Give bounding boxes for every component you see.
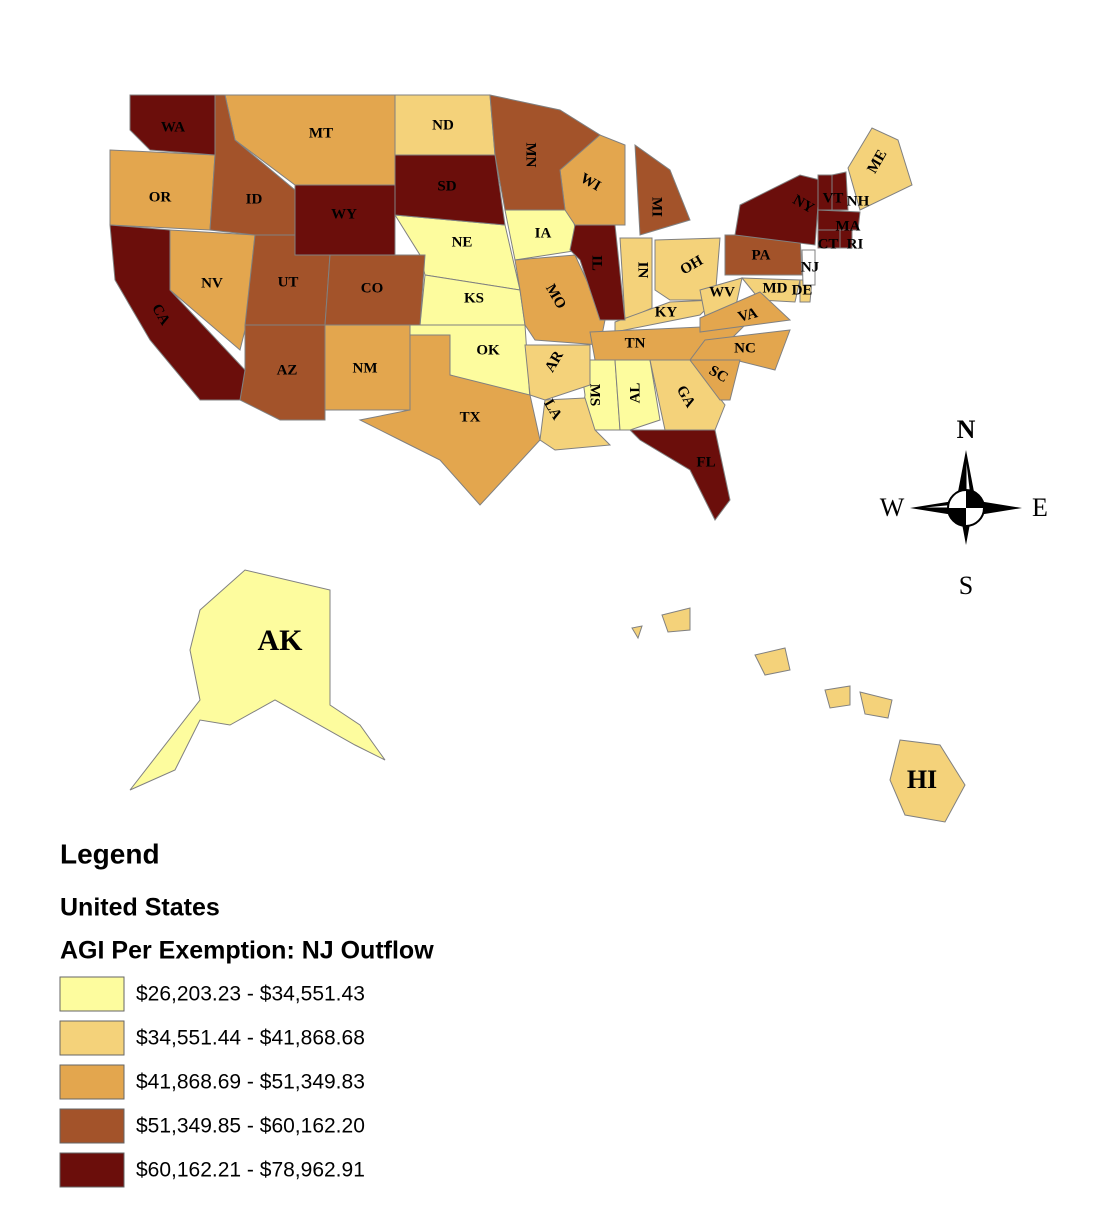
state-label: WV: [709, 284, 735, 300]
state-label: KS: [464, 290, 484, 306]
state-shape: [839, 229, 853, 249]
compass-n: N: [957, 415, 976, 444]
legend-swatch: [59, 976, 125, 1012]
state-label: MT: [309, 125, 333, 141]
state-label: CO: [361, 280, 384, 296]
legend-label: $60,162.21 - $78,962.91: [136, 1159, 365, 1182]
state-shape: [358, 334, 541, 506]
state-shape: [129, 94, 216, 156]
state-label: TX: [460, 409, 481, 425]
state-shape: [661, 607, 691, 633]
state-label: AK: [258, 624, 304, 657]
state-shape: [634, 143, 691, 236]
state-label: VA: [736, 305, 759, 326]
state-label: WA: [161, 119, 185, 135]
state-label: DE: [792, 282, 813, 298]
state-shape: [109, 224, 246, 401]
state-shape: [754, 647, 791, 676]
state-label: ND: [432, 117, 454, 133]
state-shape: [889, 739, 966, 823]
state-shape: [654, 237, 721, 301]
state-shape: [859, 691, 893, 719]
legend-label: $26,203.23 - $34,551.43: [136, 983, 365, 1006]
legend-swatch: [59, 1108, 125, 1144]
state-label: OK: [476, 342, 500, 358]
legend-label: $41,868.69 - $51,349.83: [136, 1071, 365, 1094]
state-label: ID: [246, 191, 263, 207]
state-label: CT: [818, 236, 839, 252]
state-label: HI: [907, 765, 937, 794]
legend-field: AGI Per Exemption: NJ Outflow: [60, 937, 434, 965]
state-shape: [628, 429, 731, 521]
state-label: SD: [437, 178, 456, 194]
state-shape: [831, 171, 849, 211]
state-shape: [801, 249, 816, 286]
state-shape: [129, 569, 386, 791]
compass-center: [948, 490, 984, 526]
state-label: NE: [452, 234, 473, 250]
legend-layer: United States: [60, 894, 220, 922]
state-label: NV: [201, 275, 223, 291]
state-shape: [524, 344, 591, 401]
state-label: MD: [763, 280, 788, 296]
state-shape: [817, 209, 861, 231]
compass-w: W: [880, 493, 905, 522]
state-label: TN: [625, 335, 646, 351]
state-shape: [699, 291, 792, 333]
state-label: FL: [696, 454, 715, 470]
state-label: KY: [655, 304, 678, 320]
state-label: NJ: [801, 259, 820, 275]
state-label: IL: [589, 255, 605, 271]
state-label: VT: [823, 190, 844, 206]
legend-label: $51,349.85 - $60,162.20: [136, 1115, 365, 1138]
state-label: PA: [752, 247, 771, 263]
state-label: MA: [836, 218, 861, 234]
state-shape: [847, 127, 913, 211]
state-label: WY: [331, 206, 357, 222]
state-shape: [631, 625, 643, 640]
legend-swatch: [59, 1064, 125, 1100]
state-label: RI: [847, 236, 864, 252]
state-label: IA: [535, 225, 552, 241]
state-shape: [824, 685, 851, 709]
state-shape: [689, 359, 741, 401]
compass-s: S: [959, 571, 973, 600]
state-label: AL: [627, 383, 643, 404]
state-shape: [514, 254, 606, 346]
state-label: UT: [278, 274, 299, 290]
compass-rose: N S E W: [880, 415, 1048, 600]
state-label: MI: [649, 197, 665, 217]
state-shape: [619, 237, 653, 321]
legend-swatch: [59, 1152, 125, 1188]
state-shape: [294, 184, 396, 256]
state-label: NH: [847, 193, 870, 209]
legend-swatch: [59, 1020, 125, 1056]
state-label: OR: [149, 189, 172, 205]
state-label: MS: [587, 384, 603, 407]
legend-label: $34,551.44 - $41,868.68: [136, 1027, 365, 1050]
state-label: NC: [734, 340, 756, 356]
state-label: IN: [635, 262, 651, 279]
state-shape: [569, 224, 626, 321]
legend-title: Legend: [60, 838, 160, 869]
state-label: NM: [353, 360, 378, 376]
legend: Legend United States AGI Per Exemption: …: [59, 838, 434, 1188]
state-label: AZ: [277, 362, 298, 378]
state-shape: [394, 154, 506, 226]
state-shape: [740, 277, 801, 303]
compass-e: E: [1032, 493, 1048, 522]
state-label: MN: [523, 143, 539, 168]
